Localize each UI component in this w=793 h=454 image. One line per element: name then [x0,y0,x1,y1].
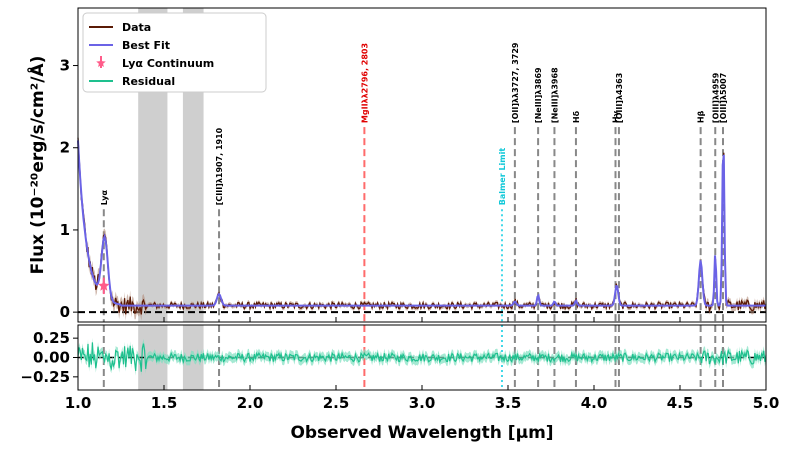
data-series [77,131,767,321]
residual-y-tick-label-1: 0.00 [33,349,70,367]
y-tick-label-3: 3 [60,57,70,75]
line-label-9: [OIII]λ4363 [615,73,624,123]
data-line [77,137,767,315]
x-tick-label-5: 3.5 [495,394,522,412]
legend-label-3: Residual [122,75,175,88]
line-label-4: [OII]λλ3727, 3729 [511,42,520,123]
line-label-0: Lyα [100,190,109,206]
x-tick-label-4: 3.0 [409,394,436,412]
x-tick-label-0: 1.0 [65,394,92,412]
line-label-10: Hβ [697,110,706,123]
axis-ticks: 1.0 1.5 2.0 2.5 3.0 3.5 4.0 4.5 5.0 0 1 2 3 0.25 0.00−… [20,57,779,412]
legend-label-2: Lyα Continuum [122,57,214,70]
x-tick-label-8: 5.0 [753,394,780,412]
line-label-8: Hγ [612,110,621,123]
x-tick-label-2: 2.0 [237,394,264,412]
x-axis-label: Observed Wavelength [μm] [290,423,553,443]
emission-line-markers: Lyα [CIII]λ1907, 1910 MgIIλλ2796, 2803 Balm… [100,42,728,390]
legend-label-1: Best Fit [122,39,170,52]
legend: Data Best Fit Lyα Continuum Residual [82,12,267,93]
continuum-point [98,279,110,291]
x-tick-label-1: 1.5 [151,394,178,412]
legend-label-0: Data [122,21,151,34]
y-tick-label-2: 2 [60,139,70,157]
x-tick-label-7: 4.5 [667,394,694,412]
residual-series [77,337,767,377]
x-tick-label-3: 2.5 [323,394,350,412]
line-label-1: [CIII]λ1907, 1910 [215,127,224,205]
legend-marker-2 [96,58,106,67]
line-label-6: [NeIII]λ3968 [550,67,559,123]
line-label-12: [OIII]λ5007 [719,73,728,123]
data-error-band [78,131,766,321]
residual-line [77,342,767,372]
y-tick-label-0: 0 [60,303,70,321]
x-tick-label-6: 4.0 [581,394,608,412]
line-label-11: [OIII]λ4959 [711,72,720,123]
y-tick-label-1: 1 [60,221,70,239]
line-label-2: MgIIλλ2796, 2803 [360,43,369,123]
line-label-3: Balmer Limit [498,148,507,206]
residual-y-tick-label-0: 0.25 [33,329,70,347]
best-fit-line [77,140,766,307]
legend-box [82,12,267,93]
residual-y-tick-label-2: −0.25 [20,368,70,386]
y-axis-label: Flux (10⁻²⁰erg/s/cm²/Å) [25,56,48,275]
line-label-5: [NeIII]λ3869 [534,67,543,123]
line-label-7: Hδ [572,110,581,123]
